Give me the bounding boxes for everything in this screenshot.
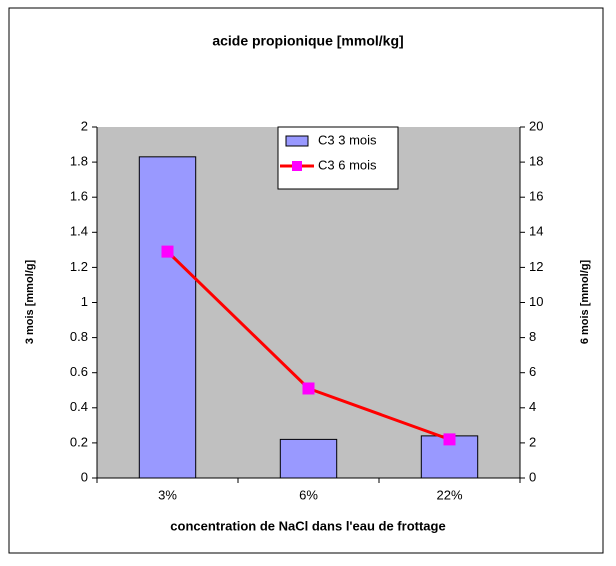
y2-tick-label: 6	[529, 364, 536, 379]
y-tick-label: 1.4	[70, 224, 88, 239]
y2-tick-label: 16	[529, 189, 543, 204]
bar	[138, 156, 197, 479]
y2-tick-label: 12	[529, 259, 543, 274]
marker	[443, 433, 456, 446]
x-tick-label: 6%	[299, 487, 318, 502]
chart-title: acide propionique [mmol/kg]	[212, 33, 403, 49]
y2-tick-label: 20	[529, 118, 543, 133]
y2-tick-label: 10	[529, 294, 543, 309]
y2-tick-label: 18	[529, 154, 543, 169]
y-tick-label: 1.2	[70, 259, 88, 274]
y-tick-label: 0.4	[70, 399, 88, 414]
x-axis-title: concentration de NaCl dans l'eau de frot…	[170, 518, 445, 533]
y-tick-label: 0.8	[70, 329, 88, 344]
bar	[279, 438, 338, 479]
y-tick-label: 0.6	[70, 364, 88, 379]
y2-tick-label: 14	[529, 224, 543, 239]
y2-tick-label: 2	[529, 434, 536, 449]
y-tick-label: 2	[81, 118, 88, 133]
legend-marker	[292, 161, 302, 171]
y2-tick-label: 0	[529, 469, 536, 484]
x-tick-label: 3%	[158, 487, 177, 502]
legend-label: C3 3 mois	[318, 132, 377, 147]
y-axis-title: 3 mois [mmol/g]	[24, 259, 36, 344]
y2-tick-label: 4	[529, 399, 536, 414]
legend-swatch	[285, 135, 309, 147]
y-tick-label: 1	[81, 294, 88, 309]
y2-tick-label: 8	[529, 329, 536, 344]
y-tick-label: 0.2	[70, 434, 88, 449]
marker	[302, 382, 315, 395]
y-tick-label: 1.8	[70, 154, 88, 169]
marker	[161, 245, 174, 258]
legend-label: C3 6 mois	[318, 157, 377, 172]
x-tick-label: 22%	[436, 487, 462, 502]
y-tick-label: 1.6	[70, 189, 88, 204]
y2-axis-title: 6 mois [mmol/g]	[579, 259, 591, 344]
y-tick-label: 0	[81, 469, 88, 484]
